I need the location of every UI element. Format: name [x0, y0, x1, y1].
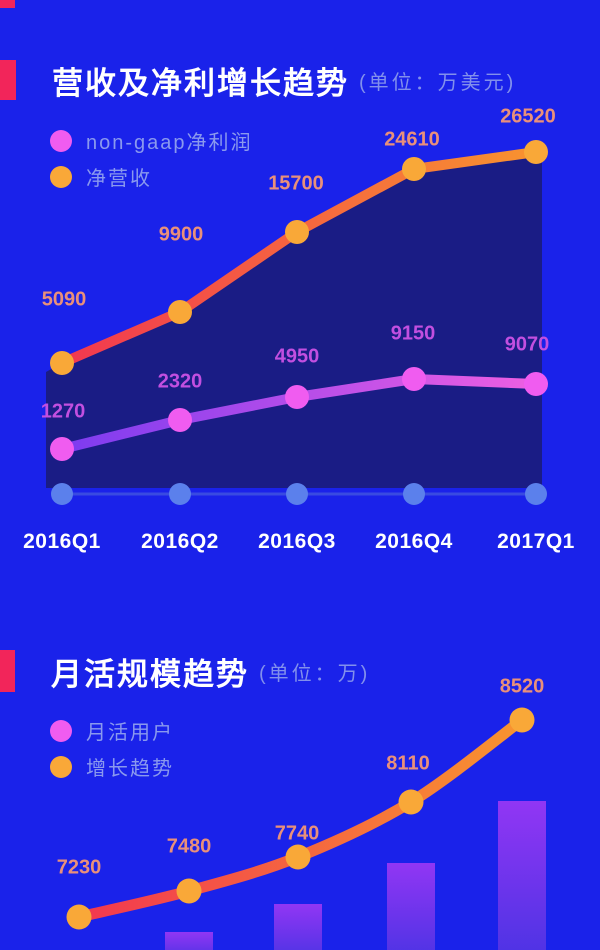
growth-trend-point: [398, 789, 424, 815]
growth-trend-point: [66, 904, 92, 930]
growth-trend-value-label: 7230: [56, 856, 102, 879]
pink-legend-dot-icon: [50, 719, 72, 742]
nongaap-profit-point: [524, 372, 548, 396]
orange-legend-dot-icon: [50, 165, 72, 188]
growth-trend-value-label: 8520: [499, 675, 545, 698]
growth-trend-point: [285, 844, 311, 870]
legend-label: 增长趋势: [86, 758, 174, 780]
x-axis-label: 2016Q4: [375, 530, 453, 553]
chart1-axis-dot: [403, 483, 425, 505]
legend-label: 月活用户: [86, 722, 174, 744]
section1-title: 营收及净利增长趋势: [52, 65, 349, 101]
mau-bar: [387, 863, 435, 950]
top-accent-mark: [0, 0, 15, 8]
growth-trend-value-label: 8110: [386, 752, 430, 775]
nongaap-profit-value-label: 2320: [157, 370, 203, 393]
growth-trend-value-label: 7740: [274, 822, 320, 845]
section1-unit: (单位：万美元): [359, 71, 517, 94]
legend-item-mau: 月活用户: [50, 716, 174, 745]
section1-legend: non-gaap净利润 净营收: [50, 126, 253, 191]
mau-bar: [498, 801, 546, 950]
x-axis-label: 2016Q1: [23, 530, 101, 553]
legend-item-nongaap-profit: non-gaap净利润: [50, 126, 253, 155]
chart1-axis-dot: [286, 483, 308, 505]
section2-header: 月活规模趋势 (单位：万): [0, 650, 370, 692]
growth-trend-point: [509, 707, 535, 733]
nongaap-profit-point: [402, 367, 426, 391]
chart1-area-fill: [46, 152, 542, 488]
legend-item-growth-trend: 增长趋势: [50, 752, 174, 781]
nongaap-profit-point: [285, 385, 309, 409]
mau-bar: [165, 932, 213, 950]
net-revenue-point: [285, 220, 309, 244]
net-revenue-point: [50, 351, 74, 375]
mau-bar: [274, 904, 322, 950]
section2-title: 月活规模趋势: [51, 656, 249, 692]
nongaap-profit-value-label: 4950: [274, 345, 320, 368]
legend-label: 净营收: [86, 168, 152, 190]
section2-unit: (单位：万): [259, 662, 371, 685]
section1-header: 营收及净利增长趋势 (单位：万美元): [0, 60, 517, 101]
nongaap-profit-value-label: 9150: [390, 322, 436, 345]
growth-trend-value-label: 7480: [166, 835, 212, 858]
x-axis-label: 2016Q2: [141, 530, 219, 553]
section2-legend: 月活用户 增长趋势: [50, 716, 174, 781]
section1-accent-bar: [0, 60, 16, 100]
nongaap-profit-point: [168, 408, 192, 432]
net-revenue-point: [402, 157, 426, 181]
net-revenue-value-label: 9900: [158, 223, 204, 246]
net-revenue-value-label: 26520: [500, 105, 556, 128]
net-revenue-value-label: 15700: [268, 172, 324, 195]
section2-accent-bar: [0, 650, 15, 692]
pink-legend-dot-icon: [50, 129, 72, 152]
net-revenue-value-label: 5090: [41, 288, 87, 311]
net-revenue-value-label: 24610: [384, 128, 440, 151]
x-axis-label: 2017Q1: [497, 530, 575, 553]
chart1-axis-dot: [51, 483, 73, 505]
nongaap-profit-point: [50, 437, 74, 461]
nongaap-profit-value-label: 9070: [504, 333, 550, 356]
x-axis-label: 2016Q3: [258, 530, 336, 553]
legend-label: non-gaap净利润: [86, 132, 253, 154]
net-revenue-point: [168, 300, 192, 324]
chart1-axis-dot: [169, 483, 191, 505]
growth-trend-point: [176, 878, 202, 904]
orange-legend-dot-icon: [50, 755, 72, 778]
net-revenue-point: [524, 140, 548, 164]
chart1-axis-dot: [525, 483, 547, 505]
legend-item-net-revenue: 净营收: [50, 162, 253, 191]
nongaap-profit-value-label: 1270: [40, 400, 86, 423]
